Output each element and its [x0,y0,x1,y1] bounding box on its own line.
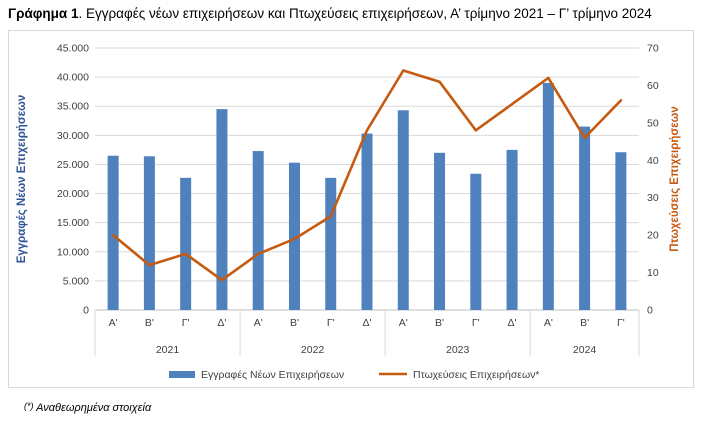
x-tick-label: Α' [109,317,118,329]
x-group-label: 2023 [446,344,470,356]
y-tick-label: 20.000 [57,188,89,200]
bar [143,156,155,310]
chart-frame: 0 5.000 10.000 15.000 20.000 25.000 30.000 35.0… [8,30,694,388]
y2-tick-label: 30 [647,192,659,204]
y-tick-label: 10.000 [57,246,89,258]
bar [288,162,300,310]
y2-axis-title: Πτωχεύσεις Επιχειρήσεων [669,106,681,252]
bar [397,110,409,310]
y-tick-label: 30.000 [57,130,89,142]
bar [470,173,482,310]
chart-title-rest: . Εγγραφές νέων επιχειρήσεων και Πτωχεύσ… [78,6,652,21]
y2-tick-label: 70 [647,43,659,55]
combo-chart: 0 5.000 10.000 15.000 20.000 25.000 30.000 35.0… [16,43,681,382]
legend-swatch-bars [169,371,195,378]
bar [325,177,337,310]
y-tick-label: 35.000 [57,101,89,113]
y2-tick-label: 20 [647,230,659,242]
x-tick-label: Β' [435,317,444,329]
y-tick-label: 5.000 [63,275,89,287]
bar [361,133,373,310]
x-tick-label: Γ' [327,317,335,329]
legend-label-bars: Εγγραφές Νέων Επιχειρήσεων [201,369,344,381]
x-tick-label: Β' [290,317,299,329]
bar [506,149,518,310]
footnote-text: Αναθεωρημένα στοιχεία [33,402,152,414]
x-tick-label: Α' [254,317,263,329]
x-tick-label: Γ' [472,317,480,329]
chart-title: Γράφημα 1. Εγγραφές νέων επιχειρήσεων κα… [8,6,652,21]
x-tick-label: Δ' [508,317,517,329]
x-group-label: 2024 [573,344,597,356]
y-tick-label: 15.000 [57,217,89,229]
bar [434,152,446,310]
bar [252,151,264,310]
x-tick-label: Β' [145,317,154,329]
bar [216,109,228,310]
y-axis-title: Εγγραφές Νέων Επιχειρήσεων [16,95,28,264]
x-group-label: 2022 [301,344,325,356]
y-tick-label: 40.000 [57,72,89,84]
x-group-label: 2021 [156,344,180,356]
y2-tick-label: 50 [647,117,659,129]
bar [579,126,591,310]
legend-label-line: Πτωχεύσεις Επιχειρήσεων* [413,369,540,381]
y2-tick-label: 40 [647,155,659,167]
bar [180,177,192,310]
footnote: (*) Αναθεωρημένα στοιχεία [24,401,151,414]
chart-title-bold: Γράφημα 1 [8,6,79,21]
footnote-marker: (*) [24,401,34,411]
bar [615,152,627,310]
y-tick-label: 45.000 [57,43,89,55]
x-tick-label: Α' [399,317,408,329]
y2-tick-label: 60 [647,80,659,92]
y-tick-label: 0 [83,305,89,317]
bar [542,82,554,310]
x-tick-label: Γ' [182,317,190,329]
x-tick-label: Α' [544,317,553,329]
y-tick-label: 25.000 [57,159,89,171]
y2-tick-label: 0 [647,305,653,317]
x-tick-label: Δ' [362,317,371,329]
bar [107,155,119,310]
x-tick-label: Γ' [617,317,625,329]
x-tick-label: Β' [580,317,589,329]
x-tick-label: Δ' [217,317,226,329]
y2-tick-label: 10 [647,267,659,279]
